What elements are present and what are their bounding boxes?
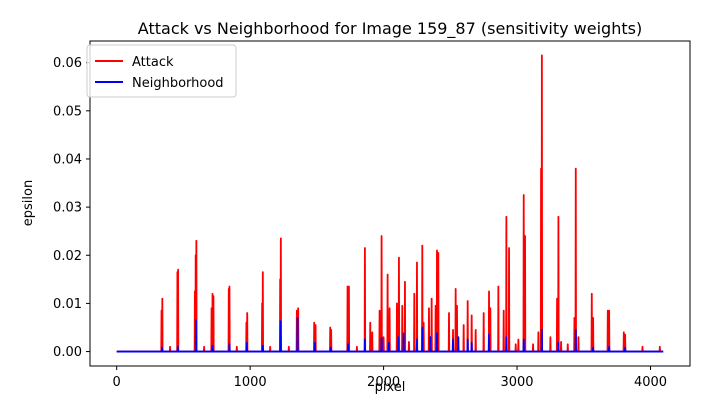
series-line-attack bbox=[116, 54, 664, 353]
series-layer bbox=[116, 54, 664, 353]
y-tick-label: 0.05 bbox=[53, 104, 82, 119]
x-tick-label: 3000 bbox=[500, 375, 533, 390]
legend: Attack Neighborhood bbox=[86, 44, 237, 98]
y-tick-label: 0.00 bbox=[53, 345, 82, 360]
legend-box bbox=[86, 44, 237, 98]
y-tick-label: 0.06 bbox=[53, 56, 82, 71]
chart-title: Attack vs Neighborhood for Image 159_87 … bbox=[138, 19, 642, 39]
legend-label-neighborhood: Neighborhood bbox=[132, 76, 224, 91]
y-tick-label: 0.03 bbox=[53, 201, 82, 216]
x-tick-label: 0 bbox=[113, 375, 121, 390]
x-tick-label: 2000 bbox=[367, 375, 400, 390]
y-axis-ticks: 0.00 0.01 0.02 0.03 0.04 0.05 0.06 bbox=[53, 56, 90, 360]
x-axis-ticks: 0 1000 2000 3000 4000 bbox=[113, 366, 667, 390]
x-tick-label: 4000 bbox=[634, 375, 667, 390]
y-tick-label: 0.01 bbox=[53, 297, 82, 312]
plot-frame bbox=[89, 40, 691, 367]
y-tick-label: 0.04 bbox=[53, 152, 82, 167]
x-axis-label: pixel bbox=[375, 380, 406, 395]
y-tick-label: 0.02 bbox=[53, 249, 82, 264]
y-axis-label: epsilon bbox=[21, 180, 36, 226]
legend-label-attack: Attack bbox=[132, 55, 174, 70]
series-line-neighborhood bbox=[116, 316, 664, 353]
x-tick-label: 1000 bbox=[234, 375, 267, 390]
